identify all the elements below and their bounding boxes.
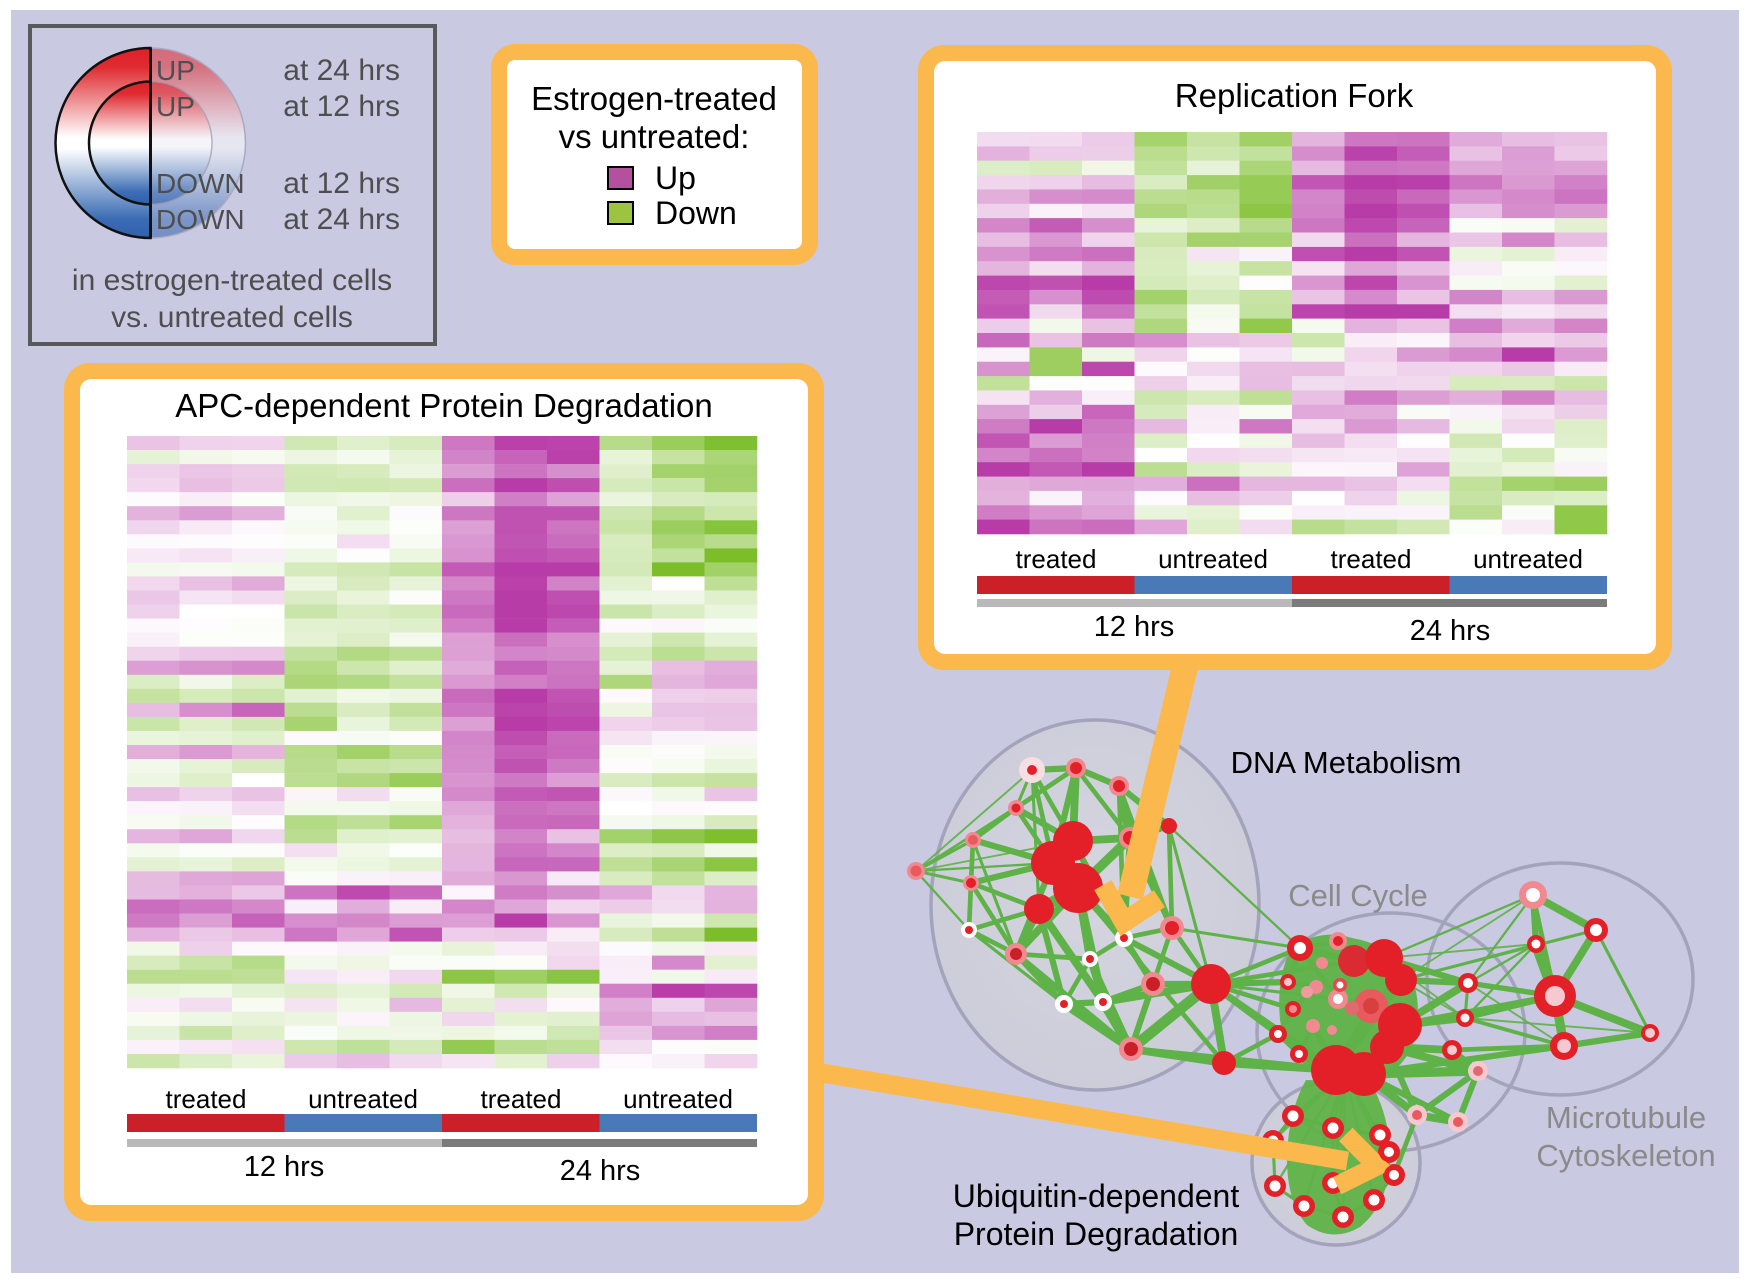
svg-text:untreated: untreated	[1473, 544, 1583, 574]
svg-text:at 24 hrs: at 24 hrs	[283, 203, 400, 236]
svg-text:DNA Metabolism: DNA Metabolism	[1231, 745, 1462, 780]
svg-text:Cytoskeleton: Cytoskeleton	[1536, 1138, 1715, 1173]
svg-text:DOWN: DOWN	[156, 204, 245, 235]
svg-text:24 hrs: 24 hrs	[1410, 615, 1491, 647]
svg-text:vs. untreated cells: vs. untreated cells	[111, 301, 353, 334]
svg-text:treated: treated	[1331, 544, 1412, 574]
svg-text:UP: UP	[156, 55, 195, 86]
svg-text:12 hrs: 12 hrs	[1094, 611, 1175, 643]
svg-text:untreated: untreated	[1158, 544, 1268, 574]
svg-text:24 hrs: 24 hrs	[560, 1155, 641, 1187]
svg-text:12 hrs: 12 hrs	[244, 1151, 325, 1183]
svg-text:Cell Cycle: Cell Cycle	[1288, 878, 1428, 913]
svg-text:treated: treated	[166, 1084, 247, 1114]
svg-text:Up: Up	[655, 160, 696, 196]
svg-text:at 24 hrs: at 24 hrs	[283, 54, 400, 87]
svg-text:at 12 hrs: at 12 hrs	[283, 167, 400, 200]
svg-text:Ubiquitin-dependent: Ubiquitin-dependent	[953, 1178, 1240, 1214]
svg-text:APC-dependent Protein Degradat: APC-dependent Protein Degradation	[175, 387, 713, 424]
svg-text:Protein Degradation: Protein Degradation	[954, 1216, 1239, 1252]
svg-text:untreated: untreated	[623, 1084, 733, 1114]
svg-text:vs untreated:: vs untreated:	[559, 118, 750, 155]
svg-text:at 12 hrs: at 12 hrs	[283, 90, 400, 123]
svg-text:UP: UP	[156, 91, 195, 122]
svg-text:Replication Fork: Replication Fork	[1175, 77, 1414, 114]
svg-text:untreated: untreated	[308, 1084, 418, 1114]
svg-text:Microtubule: Microtubule	[1546, 1100, 1706, 1135]
svg-text:Estrogen-treated: Estrogen-treated	[531, 80, 777, 117]
svg-text:treated: treated	[481, 1084, 562, 1114]
svg-text:DOWN: DOWN	[156, 168, 245, 199]
svg-text:treated: treated	[1016, 544, 1097, 574]
svg-text:Down: Down	[655, 195, 737, 231]
svg-text:in estrogen-treated cells: in estrogen-treated cells	[72, 264, 392, 297]
